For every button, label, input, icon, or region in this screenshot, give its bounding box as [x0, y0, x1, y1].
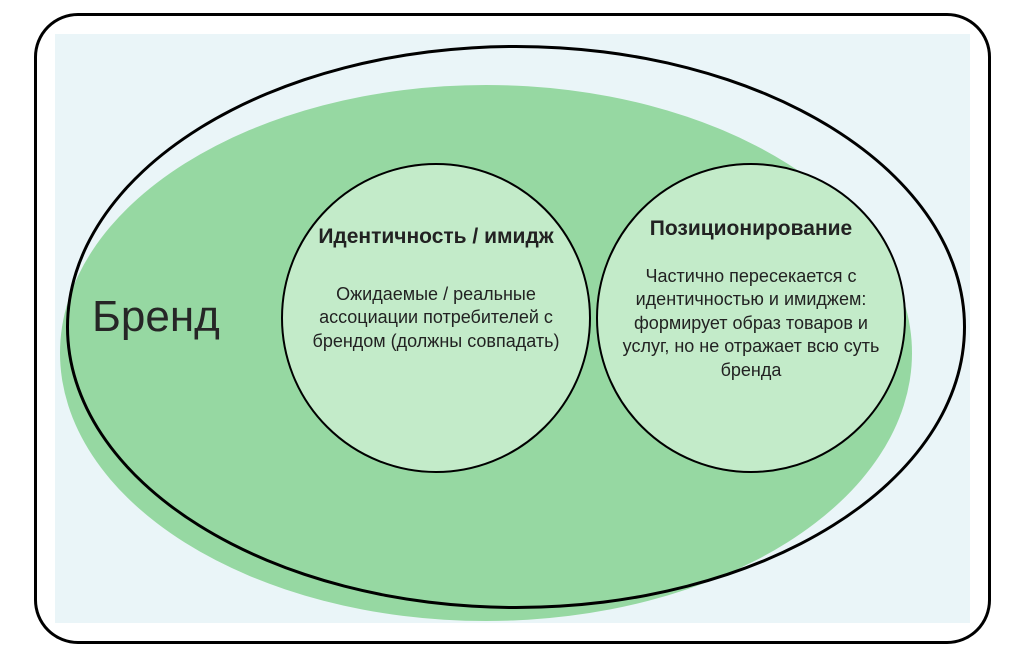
- brand-label-text: Бренд: [92, 292, 220, 341]
- identity-circle: Идентичность / имидж Ожидаемые / реальны…: [281, 163, 591, 473]
- identity-title: Идентичность / имидж: [283, 225, 589, 249]
- positioning-body: Частично пересекается с идентичностью и …: [620, 265, 882, 382]
- positioning-circle: Позиционирование Частично пересекается с…: [596, 163, 906, 473]
- identity-body: Ожидаемые / реальные ассоциации потребит…: [305, 283, 567, 353]
- brand-label: Бренд: [92, 292, 220, 342]
- positioning-title: Позиционирование: [598, 217, 904, 241]
